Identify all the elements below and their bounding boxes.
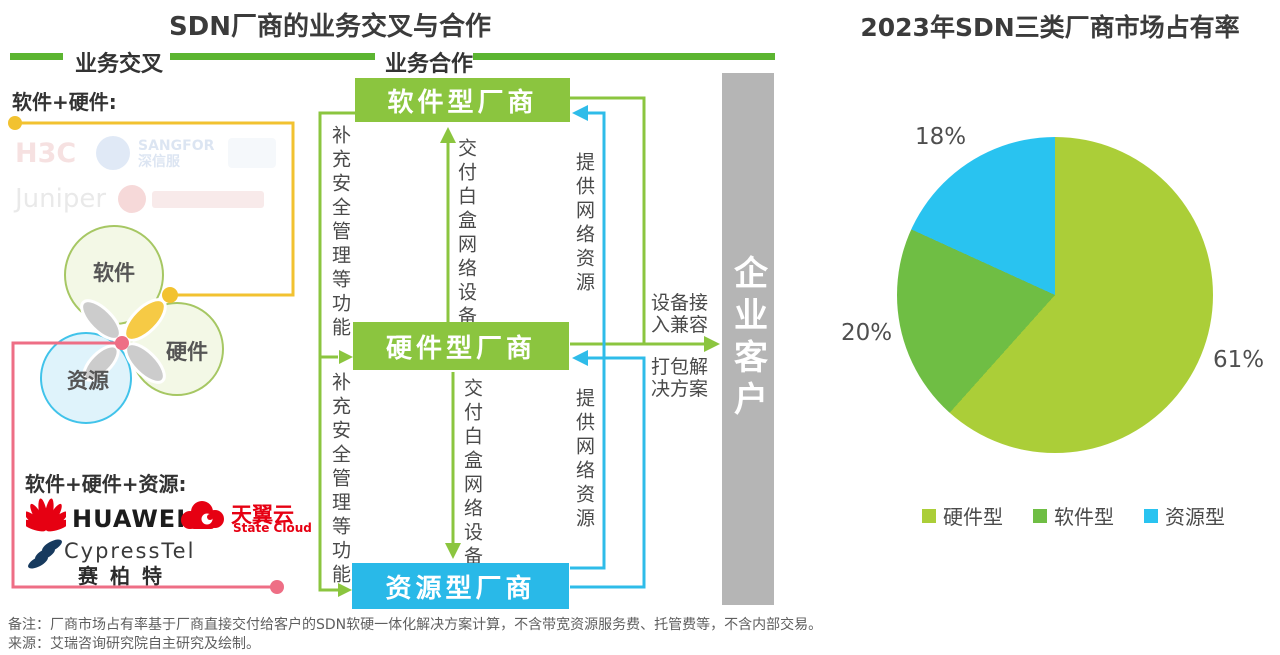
header-business-cross: 业务交叉 — [75, 52, 164, 77]
venn-hardware-label: 硬件 — [166, 340, 208, 364]
header-business-coop: 业务合作 — [385, 52, 474, 77]
state-cloud-label: State Cloud — [233, 521, 312, 535]
diagram-lines-layer — [8, 96, 720, 597]
legend: 硬件型 软件型 资源型 — [922, 501, 1225, 530]
legend-swatch-resource — [1144, 508, 1158, 523]
footnote: 备注：厂商市场占有率基于厂商直接交付给客户的SDN软硬一体化解决方案计算，不含带… — [8, 617, 823, 633]
cypresstel-cn-label: 赛柏特 — [78, 564, 174, 588]
tianyi-cloud-icon — [181, 501, 224, 529]
huawei-flower-icon — [26, 498, 66, 532]
resource-vendor-box: 资源型厂商 — [352, 563, 569, 609]
enterprise-customer-label: 企业客户 — [727, 255, 768, 423]
legend-item-software: 软件型 — [1033, 501, 1114, 530]
divider-bar — [10, 53, 63, 60]
software-hardware-resource-group-label: 软件+硬件+资源: — [25, 472, 187, 496]
package-solution-label: 打包解决方案 — [651, 356, 709, 400]
pie-label-software: 20% — [841, 320, 893, 346]
supplement-security-label-2: 补充安全管理等功能 — [329, 372, 351, 588]
faint-logo-block — [228, 138, 276, 168]
legend-swatch-software — [1033, 508, 1047, 523]
chart-title: 2023年SDN三类厂商市场占有率 — [860, 13, 1240, 42]
tianyi-cloud-logo: 天翼云 — [231, 503, 294, 527]
yellow-connector — [8, 116, 295, 303]
venn-software-label: 软件 — [93, 261, 135, 285]
cypresstel-logo: CypressTel — [64, 539, 196, 563]
blue-connector-to-hardware — [570, 350, 646, 589]
juniper-logo: Juniper — [15, 184, 107, 214]
sangfor-logo: SANGFOR 深信服 — [138, 138, 214, 170]
sangfor-cn: 深信服 — [138, 154, 180, 170]
h3c-logo: H3C — [15, 138, 77, 169]
sangfor-icon — [96, 136, 130, 170]
legend-swatch-hardware — [922, 508, 936, 523]
blue-connector-to-software — [570, 105, 606, 570]
cypresstel-icon — [28, 539, 62, 569]
legend-item-hardware: 硬件型 — [922, 501, 1003, 530]
legend-label-software: 软件型 — [1054, 505, 1114, 529]
faint-red-logo-icon — [118, 185, 146, 213]
left-title: SDN厂商的业务交叉与合作 — [168, 12, 492, 42]
legend-label-hardware: 硬件型 — [943, 505, 1003, 529]
legend-label-resource: 资源型 — [1165, 505, 1225, 529]
deliver-whitebox-label-2: 交付白盒网络设备 — [461, 378, 483, 570]
petal-sw — [82, 344, 120, 382]
green-right-connector — [570, 96, 720, 352]
hardware-vendor-box: 硬件型厂商 — [353, 322, 569, 370]
software-hardware-group-label: 软件+硬件: — [12, 90, 117, 114]
pink-connector — [11, 336, 284, 594]
venn-resource-label: 资源 — [67, 369, 109, 393]
faint-red-logo-text — [152, 191, 264, 208]
provide-netres-label-1: 提供网络资源 — [573, 152, 595, 296]
huawei-logo: HUAWEI — [72, 505, 187, 533]
deliver-whitebox-label-1: 交付白盒网络设备 — [455, 138, 477, 330]
supplement-security-label-1: 补充安全管理等功能 — [329, 125, 351, 341]
sangfor-en: SANGFOR — [138, 138, 215, 154]
enterprise-customer-bar: 企业客户 — [722, 73, 774, 605]
pie-label-hardware: 61% — [1213, 347, 1265, 373]
divider-bar — [170, 53, 375, 60]
divider-bar — [473, 53, 775, 60]
provide-netres-label-2: 提供网络资源 — [573, 388, 595, 532]
device-compat-label: 设备接入兼容 — [651, 292, 709, 336]
pie-chart — [897, 137, 1213, 453]
green-left-connector — [318, 111, 355, 597]
source-note: 来源：艾瑞咨询研究院自主研究及绘制。 — [8, 636, 260, 652]
legend-item-resource: 资源型 — [1144, 501, 1225, 530]
software-vendor-box: 软件型厂商 — [355, 78, 570, 122]
pie-label-resource: 18% — [915, 124, 967, 150]
whitebox-arrows — [440, 127, 461, 559]
